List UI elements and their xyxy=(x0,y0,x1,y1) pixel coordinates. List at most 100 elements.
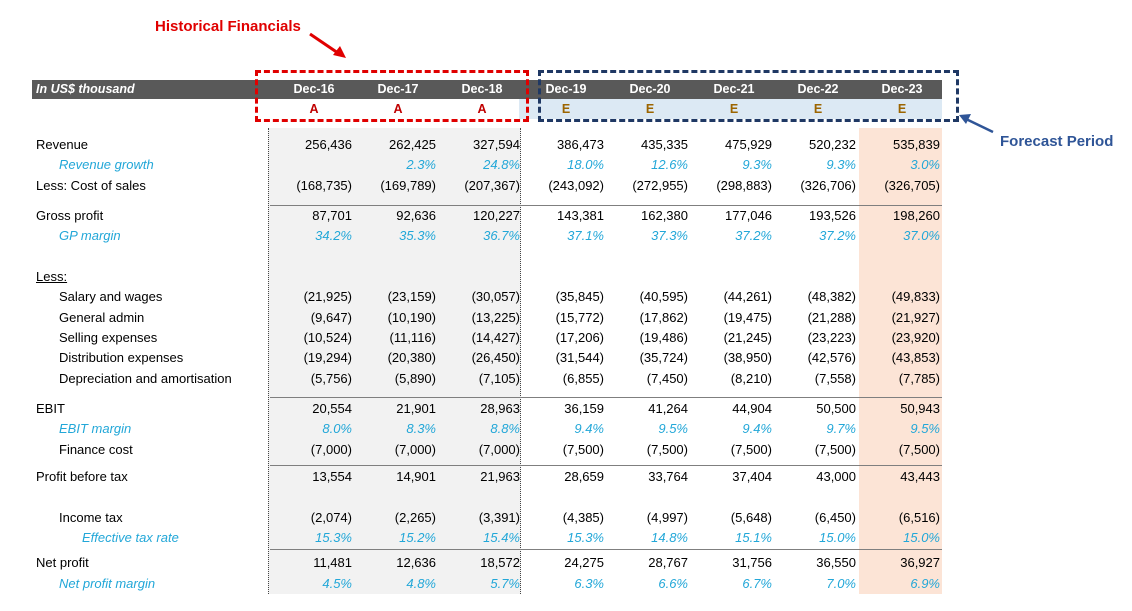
cell-value: 37.2% xyxy=(819,228,856,243)
row-separator xyxy=(270,397,942,398)
row-label: Depreciation and amortisation xyxy=(59,371,232,386)
cell-value: 37,404 xyxy=(732,469,772,484)
cell-value: (19,486) xyxy=(639,330,688,345)
col-header-dec-19: Dec-19 xyxy=(545,82,587,96)
row-separator xyxy=(270,205,942,206)
cell-value: (7,000) xyxy=(478,442,520,457)
cell-value: 21,963 xyxy=(480,469,520,484)
cell-value: 520,232 xyxy=(809,137,856,152)
cell-value: (7,785) xyxy=(898,371,940,386)
cell-value: 6.6% xyxy=(658,576,688,591)
cell-value: 256,436 xyxy=(305,137,352,152)
cell-value: 15.0% xyxy=(819,530,856,545)
cell-value xyxy=(524,267,604,287)
cell-value: (7,500) xyxy=(646,442,688,457)
cell-value: (2,074) xyxy=(310,510,352,525)
cell-value: (23,223) xyxy=(807,330,856,345)
table-row-revenue: Revenue 256,436 262,425 327,594 386,473 435,3… xyxy=(32,135,942,155)
cell-value: 15.2% xyxy=(399,530,436,545)
cell-value: 50,943 xyxy=(900,401,940,416)
estimate-flag: E xyxy=(645,102,655,116)
cell-value: 36.7% xyxy=(483,228,520,243)
row-label: Net profit xyxy=(36,555,89,570)
cell-value: 9.4% xyxy=(574,421,604,436)
table-row-less: Less: xyxy=(32,267,942,287)
cell-value: (21,927) xyxy=(891,310,940,325)
cell-value: 535,839 xyxy=(893,137,940,152)
cell-value: (7,500) xyxy=(898,442,940,457)
cell-value: (21,245) xyxy=(723,330,772,345)
cell-value: (4,997) xyxy=(646,510,688,525)
cell-value: 37.1% xyxy=(567,228,604,243)
cell-value: (7,000) xyxy=(310,442,352,457)
col-header-dec-22: Dec-22 xyxy=(797,82,839,96)
cell-value: (43,853) xyxy=(891,350,940,365)
cell-value: 193,526 xyxy=(809,208,856,223)
cell-value: (6,855) xyxy=(562,371,604,386)
cell-value: 14.8% xyxy=(651,530,688,545)
table-row-income-tax: Income tax (2,074) (2,265) (3,391) (4,385) (4… xyxy=(32,508,942,528)
cell-value: 15.0% xyxy=(903,530,940,545)
estimate-flag: E xyxy=(729,102,739,116)
cell-value: (2,265) xyxy=(394,510,436,525)
row-label: GP margin xyxy=(59,228,121,243)
cell-value: 3.0% xyxy=(910,157,940,172)
actual-flag: A xyxy=(393,102,403,116)
cell-value: (31,544) xyxy=(555,350,604,365)
cell-value: 120,227 xyxy=(473,208,520,223)
table-row-depreciation: Depreciation and amortisation (5,756) (5,8… xyxy=(32,369,942,389)
cell-value: (26,450) xyxy=(471,350,520,365)
cell-value: (168,735) xyxy=(296,178,352,193)
cell-value: (17,862) xyxy=(639,310,688,325)
cell-value: 143,381 xyxy=(557,208,604,223)
cell-value xyxy=(272,267,352,287)
cell-value: (49,833) xyxy=(891,289,940,304)
cell-value: (7,500) xyxy=(814,442,856,457)
cell-value: (23,159) xyxy=(387,289,436,304)
cell-value: (7,500) xyxy=(730,442,772,457)
cell-value: 43,443 xyxy=(900,469,940,484)
cell-value: (10,524) xyxy=(303,330,352,345)
table-row-distribution: Distribution expenses (19,294) (20,380) (26… xyxy=(32,348,942,368)
cell-value: 4.5% xyxy=(322,576,352,591)
cell-value: 37.3% xyxy=(651,228,688,243)
table-row-np-margin: Net profit margin 4.5% 4.8% 5.7% 6.3% 6.6% 6.7… xyxy=(32,574,942,594)
actual-flag: A xyxy=(477,102,487,116)
table-row-revenue-growth: Revenue growth 2.3% 24.8% 18.0% 12.6% 9.3% 9.3… xyxy=(32,155,942,175)
cell-value: 18,572 xyxy=(480,555,520,570)
cell-value: 386,473 xyxy=(557,137,604,152)
cell-value: 15.1% xyxy=(735,530,772,545)
row-label: Gross profit xyxy=(36,208,104,223)
cell-value: 435,335 xyxy=(641,137,688,152)
cell-value: (6,450) xyxy=(814,510,856,525)
row-label: Salary and wages xyxy=(59,289,163,304)
cell-value: (21,925) xyxy=(303,289,352,304)
cell-value: 6.7% xyxy=(742,576,772,591)
cell-value: 28,963 xyxy=(480,401,520,416)
cell-value: 37.0% xyxy=(903,228,940,243)
cell-value: 14,901 xyxy=(396,469,436,484)
table-row-salary: Salary and wages (21,925) (23,159) (30,057)… xyxy=(32,287,942,307)
cell-value: 33,764 xyxy=(648,469,688,484)
cell-value: 15.3% xyxy=(315,530,352,545)
historical-highlight-box xyxy=(255,70,529,122)
cell-value: (207,367) xyxy=(464,178,520,193)
forecast-period-label: Forecast Period xyxy=(1000,133,1114,150)
cell-value: 41,264 xyxy=(648,401,688,416)
cell-value: 9.3% xyxy=(826,157,856,172)
cell-value: (13,225) xyxy=(471,310,520,325)
cell-value: (298,883) xyxy=(716,178,772,193)
actual-flag: A xyxy=(309,102,319,116)
cell-value: 9.5% xyxy=(658,421,688,436)
cell-value xyxy=(440,267,520,287)
col-header-dec-18: Dec-18 xyxy=(461,82,503,96)
col-header-dec-23: Dec-23 xyxy=(881,82,923,96)
cell-value: (48,382) xyxy=(807,289,856,304)
cell-value: 7.0% xyxy=(826,576,856,591)
cell-value: (30,057) xyxy=(471,289,520,304)
cell-value: 21,901 xyxy=(396,401,436,416)
cell-value: (14,427) xyxy=(471,330,520,345)
cell-value: 15.4% xyxy=(483,530,520,545)
cell-value: (40,595) xyxy=(639,289,688,304)
